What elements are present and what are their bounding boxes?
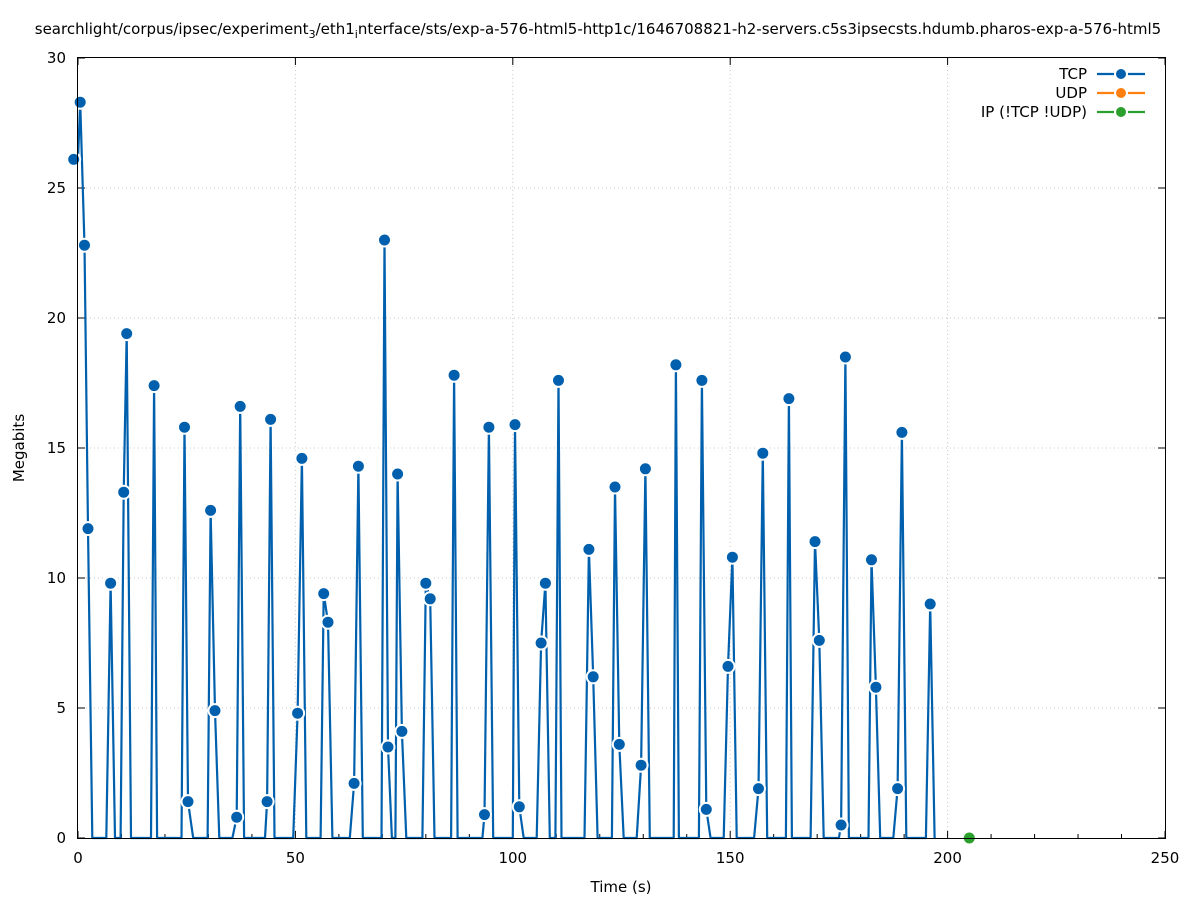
data-point <box>66 151 82 167</box>
data-point <box>585 669 601 685</box>
x-tick-label: 250 <box>1151 849 1180 867</box>
data-point <box>637 461 653 477</box>
data-point <box>177 419 192 435</box>
data-point <box>890 781 906 797</box>
title-part-1: searchlight/corpus/ipsec/experiment <box>35 20 309 38</box>
data-point <box>507 417 523 433</box>
y-tick-label: 20 <box>47 309 66 327</box>
data-point <box>868 679 884 695</box>
data-point <box>864 552 879 568</box>
data-point <box>350 458 366 474</box>
legend-label: UDP <box>1055 84 1087 102</box>
data-point <box>422 591 438 607</box>
data-point <box>581 541 597 557</box>
data-point <box>394 723 410 739</box>
data-point <box>103 575 119 591</box>
y-tick-label: 30 <box>47 49 66 67</box>
x-tick-label: 100 <box>498 849 527 867</box>
data-point <box>633 757 649 773</box>
y-axis-label: Megabits <box>10 414 28 482</box>
y-tick-label: 15 <box>47 439 66 457</box>
legend-label: IP (!TCP !UDP) <box>981 103 1087 121</box>
data-point <box>607 479 623 495</box>
data-point <box>320 614 336 630</box>
data-point <box>477 807 492 823</box>
title-sub-2: i <box>355 28 358 41</box>
data-point <box>119 326 135 342</box>
data-point <box>207 703 223 719</box>
x-axis-label: Time (s) <box>590 878 652 896</box>
data-point <box>72 94 88 110</box>
y-tick-label: 0 <box>56 829 66 847</box>
data-point <box>894 424 910 440</box>
y-tick-label: 10 <box>47 569 66 587</box>
data-point <box>377 232 392 248</box>
data-point <box>724 549 740 565</box>
data-point <box>180 794 196 810</box>
legend-label: TCP <box>1058 65 1087 83</box>
data-point <box>837 349 853 365</box>
legend-marker <box>1114 105 1128 119</box>
title-sub-1: 3 <box>309 28 316 41</box>
legend-entry: IP (!TCP !UDP) <box>981 103 1145 121</box>
data-point <box>694 372 710 388</box>
y-tick-label: 5 <box>56 699 66 717</box>
series-lines <box>76 101 936 840</box>
data-point <box>80 521 96 537</box>
data-point <box>755 445 771 461</box>
legend-marker <box>1114 86 1128 100</box>
data-point <box>316 586 332 602</box>
data-point <box>203 502 219 518</box>
data-point <box>346 775 362 791</box>
data-point <box>146 378 162 394</box>
data-point <box>116 484 132 500</box>
data-point <box>751 781 766 797</box>
tick-labels: 0 50 100 150 200 250 0 5 10 15 20 25 30 <box>47 49 1179 867</box>
data-point <box>537 575 553 591</box>
legend-entry: UDP <box>1055 84 1145 102</box>
data-point <box>833 817 849 833</box>
y-tick-label: 25 <box>47 179 66 197</box>
data-point <box>611 736 627 752</box>
x-tick-label: 0 <box>73 849 83 867</box>
legend-marker <box>1114 67 1128 81</box>
data-point <box>781 391 797 407</box>
x-tick-label: 150 <box>716 849 745 867</box>
data-point <box>668 357 684 373</box>
plot-frame <box>77 57 1166 839</box>
data-point <box>533 635 549 651</box>
chart-title: searchlight/corpus/ipsec/experiment3/eth… <box>35 20 1161 41</box>
data-point <box>259 794 275 810</box>
data-point <box>811 632 827 648</box>
title-part-2: /eth1 <box>316 20 355 38</box>
data-point <box>390 466 406 482</box>
data-point <box>290 705 306 721</box>
data-point <box>229 809 245 825</box>
data-point <box>380 739 396 755</box>
data-point <box>446 367 462 383</box>
data-point <box>77 237 92 253</box>
data-point <box>922 596 938 612</box>
data-point <box>481 419 497 435</box>
x-tick-label: 200 <box>933 849 962 867</box>
data-point <box>698 801 714 817</box>
data-point <box>551 372 566 388</box>
data-point <box>294 450 310 466</box>
data-point <box>418 575 434 591</box>
data-point <box>232 398 248 414</box>
series-markers <box>66 94 977 846</box>
data-point <box>263 411 279 427</box>
x-tick-label: 50 <box>286 849 305 867</box>
title-part-3: nterface/sts/exp-a-576-html5-http1c/1646… <box>358 20 1161 38</box>
series-line-0 <box>76 101 936 840</box>
data-point <box>720 658 736 674</box>
legend-entry: TCP <box>1058 65 1145 83</box>
data-point <box>807 534 823 550</box>
data-point <box>511 799 527 815</box>
